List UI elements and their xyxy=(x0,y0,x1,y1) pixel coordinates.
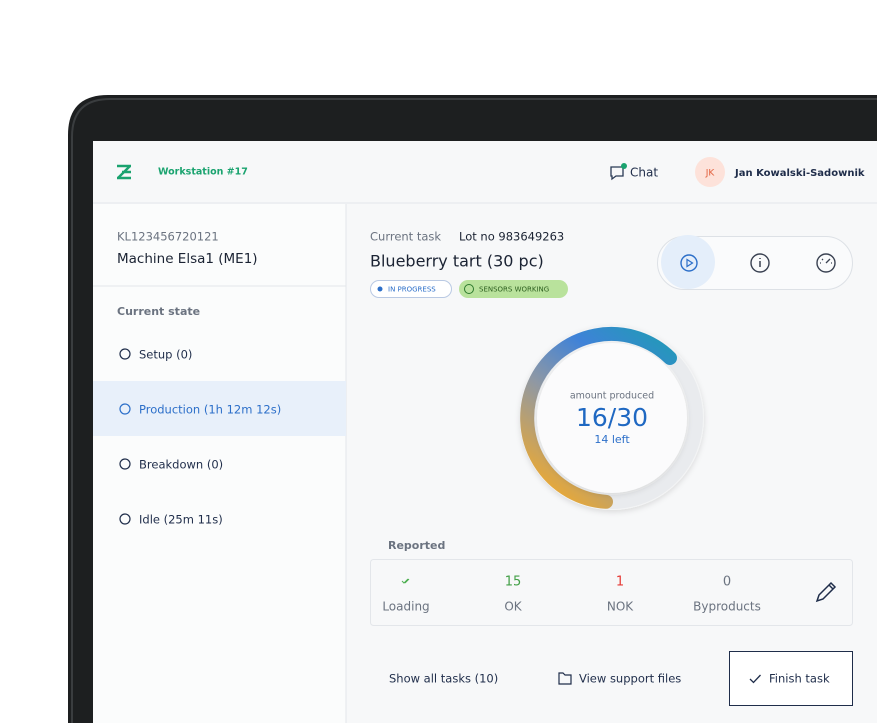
task-heading: Current task xyxy=(370,230,441,244)
machine-name: Machine Elsa1 (ME1) xyxy=(117,251,258,267)
state-icon xyxy=(119,348,131,360)
show-all-tasks[interactable]: Show all tasks (10) xyxy=(389,672,498,686)
view-switch-active xyxy=(661,235,715,289)
report-label: Loading xyxy=(382,600,429,614)
report-value: 0 xyxy=(723,575,731,590)
state-label[interactable]: Setup (0) xyxy=(139,348,192,362)
info-button[interactable] xyxy=(750,253,770,273)
gauge-button[interactable] xyxy=(816,253,836,273)
state-icon xyxy=(119,458,131,470)
edit-button[interactable] xyxy=(815,581,837,603)
task-title: Blueberry tart (30 pc) xyxy=(370,252,544,271)
header xyxy=(93,141,877,203)
state-icon xyxy=(119,403,131,415)
finish-button[interactable] xyxy=(729,651,853,706)
avatar[interactable] xyxy=(695,157,725,187)
active-state-highlight xyxy=(93,381,346,436)
loading-check xyxy=(401,578,410,584)
reported-heading: Reported xyxy=(388,539,445,552)
finish-check xyxy=(749,674,761,684)
report-label: NOK xyxy=(607,600,634,614)
play-icon xyxy=(686,258,694,268)
user-name[interactable]: Jan Kowalski-Sadownik xyxy=(734,168,865,179)
folder-icon xyxy=(558,672,572,685)
badge-check xyxy=(464,284,474,294)
state-label[interactable]: Breakdown (0) xyxy=(139,458,223,472)
chat[interactable]: Chat xyxy=(630,166,658,180)
logo xyxy=(117,164,131,180)
workstation: Workstation #17 xyxy=(158,167,248,178)
badge-label: IN PROGRESS xyxy=(388,286,436,294)
reported-card xyxy=(370,559,853,626)
report-label: OK xyxy=(504,600,522,614)
state-label[interactable]: Production (1h 12m 12s) xyxy=(139,403,281,417)
gauge-arc xyxy=(520,327,677,509)
finish-label: Finish task xyxy=(769,672,830,686)
badge-progress xyxy=(370,280,452,298)
gauge-inner xyxy=(537,343,687,493)
state-heading: Current state xyxy=(117,305,200,318)
play-button[interactable] xyxy=(680,254,698,272)
badge-dot xyxy=(377,286,383,292)
badge-sensors xyxy=(459,280,568,298)
badge-label: SENSORS WORKING xyxy=(479,286,549,294)
gauge-caption: amount produced xyxy=(570,391,654,402)
machine-id: KL123456720121 xyxy=(117,230,219,244)
gauge-amount: 16/30 xyxy=(576,403,648,432)
state-icon xyxy=(119,513,131,525)
state-label[interactable]: Idle (25m 11s) xyxy=(139,513,223,527)
report-label: Byproducts xyxy=(693,600,761,614)
bezel-edge xyxy=(71,98,877,723)
report-value: 15 xyxy=(505,575,522,590)
sidebar xyxy=(93,204,346,723)
view-support-files[interactable]: View support files xyxy=(579,672,681,686)
chat-dot xyxy=(621,163,627,169)
avatar-initials: JK xyxy=(705,169,716,179)
report-value: 1 xyxy=(616,575,624,590)
lot-number: Lot no 983649263 xyxy=(459,230,564,244)
gauge-icon xyxy=(820,258,832,264)
gauge-remaining: 14 left xyxy=(594,433,630,446)
